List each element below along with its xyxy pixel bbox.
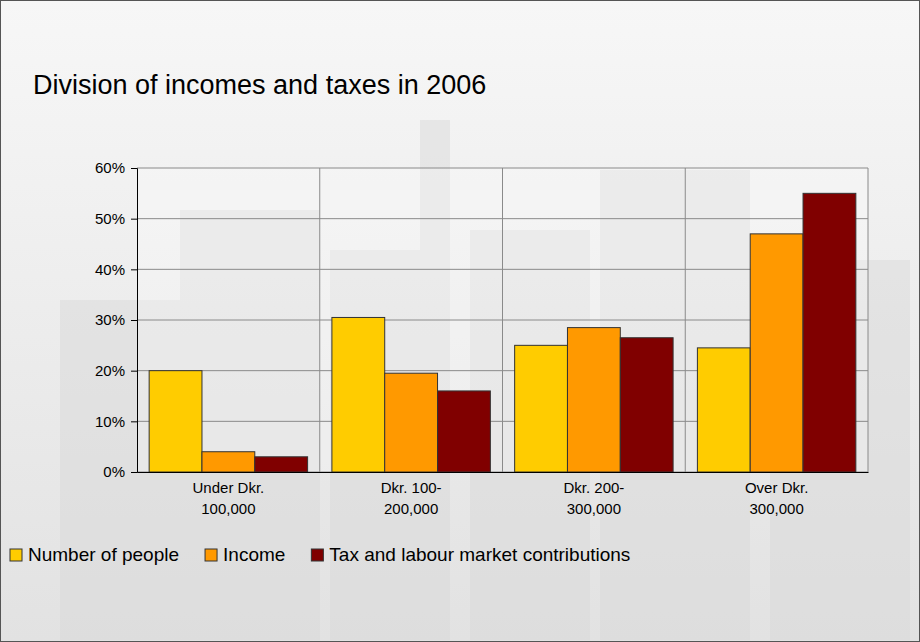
legend-label: Income (223, 544, 285, 565)
x-tick-label-line: 100,000 (201, 500, 255, 517)
background-buildings (60, 120, 910, 640)
bar (332, 317, 385, 472)
x-tick-label: Under Dkr. 100,000 (193, 479, 265, 518)
bar (202, 452, 255, 472)
x-tick-label-line: 300,000 (750, 500, 804, 517)
x-axis-line (138, 472, 869, 473)
legend-item: Income (205, 544, 285, 565)
bar-series (255, 193, 856, 472)
x-tick: Dkr. 200- 300,000 (563, 479, 624, 518)
bar (385, 373, 438, 472)
y-tick-mark (131, 472, 137, 473)
bar (438, 391, 491, 472)
bar-series (149, 317, 750, 472)
bar (567, 328, 620, 472)
bar (750, 234, 803, 472)
legend-swatch (311, 549, 323, 561)
title: Division of incomes and taxes in 2006 (33, 70, 486, 100)
y-tick: 20% (95, 362, 137, 379)
y-tick: 10% (95, 413, 137, 430)
legend-swatch (10, 549, 22, 561)
legend-label: Number of people (28, 544, 179, 565)
y-tick: 60% (95, 159, 137, 176)
y-tick-label: 40% (95, 261, 125, 278)
bar (149, 371, 202, 472)
y-tick-label: 30% (95, 311, 125, 328)
legend-swatch (205, 549, 217, 561)
y-tick-label: 60% (95, 159, 125, 176)
y-tick-label: 20% (95, 362, 125, 379)
bar (255, 457, 308, 472)
y-tick-mark (131, 269, 137, 270)
y-tick-label: 50% (95, 210, 125, 227)
bar (697, 348, 750, 472)
x-axis: Under Dkr. 100,000 Dkr. 100- 200,000 Dkr. 20… (138, 473, 869, 518)
category-divider (685, 168, 686, 472)
legend-item: Number of people (10, 544, 179, 565)
category-divider (502, 168, 503, 472)
bar-series (202, 234, 803, 472)
y-tick-label: 0% (103, 463, 125, 480)
bars (149, 193, 856, 472)
x-tick-label-line: Dkr. 100- (381, 479, 442, 496)
x-tick-label-line: Dkr. 200- (563, 479, 624, 496)
x-tick: Dkr. 100- 200,000 (381, 479, 442, 518)
y-axis-line (131, 169, 138, 473)
x-tick: Under Dkr. 100,000 (193, 479, 265, 518)
legend-item: Tax and labour market contributions (311, 544, 630, 565)
y-tick: 0% (103, 463, 137, 480)
y-tick-label: 10% (95, 413, 125, 430)
y-tick: 40% (95, 261, 137, 278)
plot-area (137, 168, 868, 472)
x-tick-label: Dkr. 100- 200,000 (381, 479, 442, 518)
y-tick: 30% (95, 311, 137, 328)
x-tick: Over Dkr. 300,000 (745, 479, 808, 518)
x-tick-label-line: 300,000 (567, 500, 621, 517)
y-tick-mark (131, 168, 137, 169)
legend-label: Tax and labour market contributions (329, 544, 630, 565)
category-divider (868, 168, 869, 472)
legend: Number of people Income Tax and labour mar… (10, 544, 630, 565)
bar (515, 345, 568, 472)
y-axis: 0% 10% 20% 30% 40% 50% 60% (95, 159, 138, 480)
y-tick-mark (131, 421, 137, 422)
x-tick-label: Over Dkr. 300,000 (745, 479, 808, 518)
bar (620, 338, 673, 472)
y-tick: 50% (95, 210, 137, 227)
x-tick-label-line: 200,000 (384, 500, 438, 517)
background (1, 1, 920, 642)
category-divider (319, 168, 320, 472)
grid (137, 168, 868, 472)
y-tick-mark (131, 320, 137, 321)
x-tick-label-line: Under Dkr. (193, 479, 265, 496)
y-tick-mark (131, 219, 137, 220)
chart: Division of incomes and taxes in 2006 0% 1… (0, 0, 920, 642)
y-tick-mark (131, 371, 137, 372)
x-tick-label-line: Over Dkr. (745, 479, 808, 496)
bar (803, 193, 856, 472)
x-tick-label: Dkr. 200- 300,000 (563, 479, 624, 518)
